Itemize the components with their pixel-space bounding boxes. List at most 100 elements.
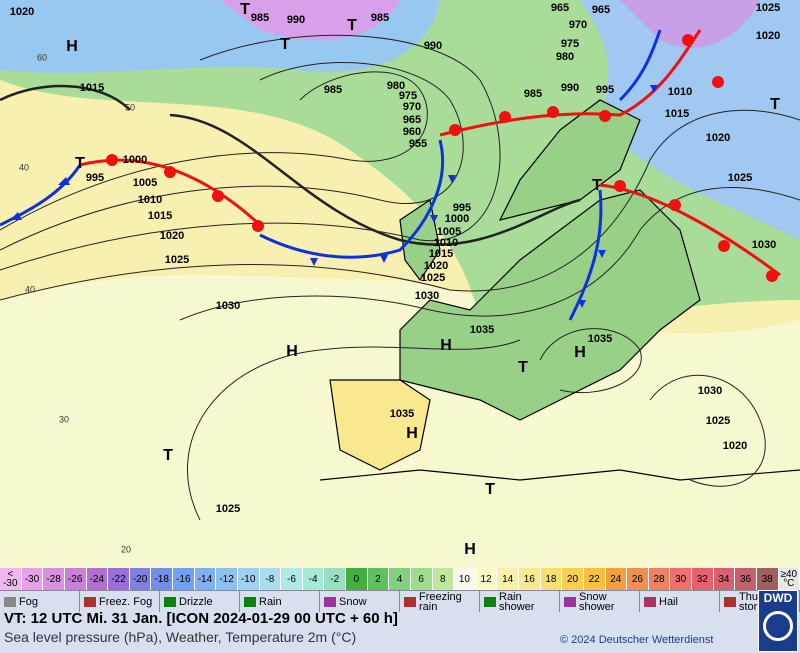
legend-icon <box>484 597 496 607</box>
scale-step: 0 <box>346 568 368 590</box>
scale-step: -14 <box>194 568 217 590</box>
latitude-label: 40 <box>19 162 29 172</box>
scale-step: 22 <box>583 568 606 590</box>
scale-step: 18 <box>540 568 563 590</box>
pressure-label: 1025 <box>421 272 445 284</box>
pressure-label: 1030 <box>698 385 722 397</box>
pressure-label: 975 <box>561 38 579 50</box>
legend-label: Snow <box>339 596 367 608</box>
temperature-scale: < -30 -30 -28 -26 -24 -22 -20 -18 -16 -14 -12 -10 -8… <box>0 568 800 590</box>
pressure-label: 965 <box>403 114 421 126</box>
legend-item: Rain <box>240 591 320 613</box>
pressure-label: 970 <box>569 19 587 31</box>
scale-step: 36 <box>735 568 757 590</box>
scale-step: 38 <box>756 568 779 590</box>
logo-swirl <box>763 611 793 641</box>
pressure-label: 1015 <box>429 248 453 260</box>
pressure-label: 1030 <box>752 239 776 251</box>
latitude-label: 60 <box>37 52 47 62</box>
legend-item: Hail <box>640 591 720 613</box>
pressure-label: 1005 <box>133 177 157 189</box>
scale-step: 16 <box>519 568 541 590</box>
pressure-label: 1020 <box>706 132 730 144</box>
isobars <box>0 34 800 521</box>
very-cold-area <box>220 0 400 40</box>
scale-step: -4 <box>302 568 325 590</box>
scale-step: -30 <box>21 568 44 590</box>
low-pressure: T <box>770 96 780 113</box>
pressure-label: 1035 <box>390 408 414 420</box>
pressure-label: 1015 <box>148 210 172 222</box>
pressure-label: 1025 <box>165 254 189 266</box>
scale-step: 26 <box>627 568 649 590</box>
scale-step: 2 <box>367 568 390 590</box>
scale-step: -2 <box>324 568 346 590</box>
weather-legend: Fog Freez. Fog Drizzle Rain Snow Freezing rai… <box>0 590 800 613</box>
scale-step: 6 <box>410 568 433 590</box>
pressure-label: 1020 <box>723 440 747 452</box>
low-pressure: T <box>485 481 495 498</box>
pressure-label: 990 <box>287 14 305 26</box>
legend-icon <box>84 597 96 607</box>
latitude-label: 40 <box>25 284 35 294</box>
low-pressure: T <box>518 359 528 376</box>
pressure-label: 1015 <box>665 108 689 120</box>
dwd-logo: DWD <box>758 590 798 652</box>
scale-step: -22 <box>108 568 130 590</box>
scale-step: -12 <box>216 568 238 590</box>
low-pressure: T <box>240 1 250 18</box>
legend-item: Fog <box>0 591 80 613</box>
scale-step: -26 <box>64 568 87 590</box>
pressure-label: 1015 <box>80 82 104 94</box>
valid-time: VT: 12 UTC Mi. 31 Jan. [ICON 2024-01-29 … <box>4 610 398 627</box>
high-pressure: H <box>464 541 476 558</box>
scale-step: 20 <box>562 568 584 590</box>
pressure-label: 1020 <box>756 30 780 42</box>
legend-icon <box>324 597 336 607</box>
legend-item: Drizzle <box>160 591 240 613</box>
pressure-label: 975 <box>399 90 417 102</box>
pressure-label: 985 <box>371 12 389 24</box>
pressure-label: 1010 <box>138 194 162 206</box>
low-pressure: T <box>347 17 357 34</box>
legend-item: Freez. Fog <box>80 591 160 613</box>
cold-front-symbols <box>10 85 658 308</box>
pressure-label: 1030 <box>216 300 240 312</box>
pressure-label: 1010 <box>668 86 692 98</box>
scale-step: -18 <box>151 568 173 590</box>
scale-step: 8 <box>432 568 455 590</box>
pressure-label: 1025 <box>728 172 752 184</box>
scale-step: 24 <box>605 568 628 590</box>
pressure-label: 1025 <box>706 415 730 427</box>
pressure-label: 980 <box>556 51 574 63</box>
scale-step: 32 <box>692 568 714 590</box>
pressure-label: 955 <box>409 138 427 150</box>
cold-area-east <box>580 0 800 240</box>
very-cold-area-east <box>620 0 760 48</box>
low-pressure: T <box>280 36 290 53</box>
pressure-label: 985 <box>324 84 342 96</box>
legend-item: Snow <box>320 591 400 613</box>
footer: VT: 12 UTC Mi. 31 Jan. [ICON 2024-01-29 … <box>0 590 800 653</box>
legend-label: Rain shower <box>499 591 535 613</box>
pressure-label: 985 <box>524 88 542 100</box>
legend-label: Freez. Fog <box>99 596 153 608</box>
pressure-label: 995 <box>453 202 471 214</box>
latitude-label: 30 <box>59 414 69 424</box>
legend-icon <box>164 597 176 607</box>
legend-label: Drizzle <box>179 596 213 608</box>
pressure-label: 1020 <box>160 230 184 242</box>
scale-step: -28 <box>43 568 65 590</box>
legend-item: Snow shower <box>560 591 640 613</box>
low-pressure: T <box>592 177 602 194</box>
legend-label: Hail <box>659 596 678 608</box>
legend-icon <box>564 597 576 607</box>
pressure-label: 990 <box>561 82 579 94</box>
scale-step: 34 <box>713 568 736 590</box>
pressure-label: 995 <box>596 84 614 96</box>
scale-step: -20 <box>129 568 152 590</box>
pressure-label: 1000 <box>445 213 469 225</box>
low-pressure: T <box>75 155 85 172</box>
scale-step: 10 <box>454 568 476 590</box>
